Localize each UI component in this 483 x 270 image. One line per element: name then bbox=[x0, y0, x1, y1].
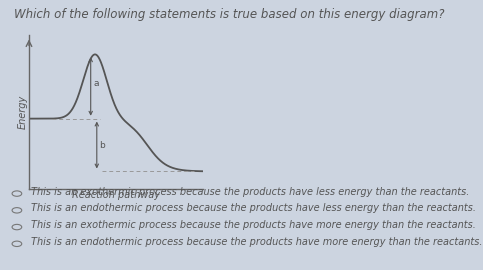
Text: This is an endothermic process because the products have less energy than the re: This is an endothermic process because t… bbox=[31, 203, 476, 214]
Text: a: a bbox=[93, 79, 99, 88]
Text: This is an exothermic process because the products have less energy than the rea: This is an exothermic process because th… bbox=[31, 187, 470, 197]
Text: b: b bbox=[99, 140, 105, 150]
Text: This is an exothermic process because the products have more energy than the rea: This is an exothermic process because th… bbox=[31, 220, 476, 230]
Text: This is an endothermic process because the products have more energy than the re: This is an endothermic process because t… bbox=[31, 237, 483, 247]
Y-axis label: Energy: Energy bbox=[17, 95, 28, 129]
X-axis label: Reaction pathway: Reaction pathway bbox=[72, 190, 160, 200]
Text: Which of the following statements is true based on this energy diagram?: Which of the following statements is tru… bbox=[14, 8, 445, 21]
